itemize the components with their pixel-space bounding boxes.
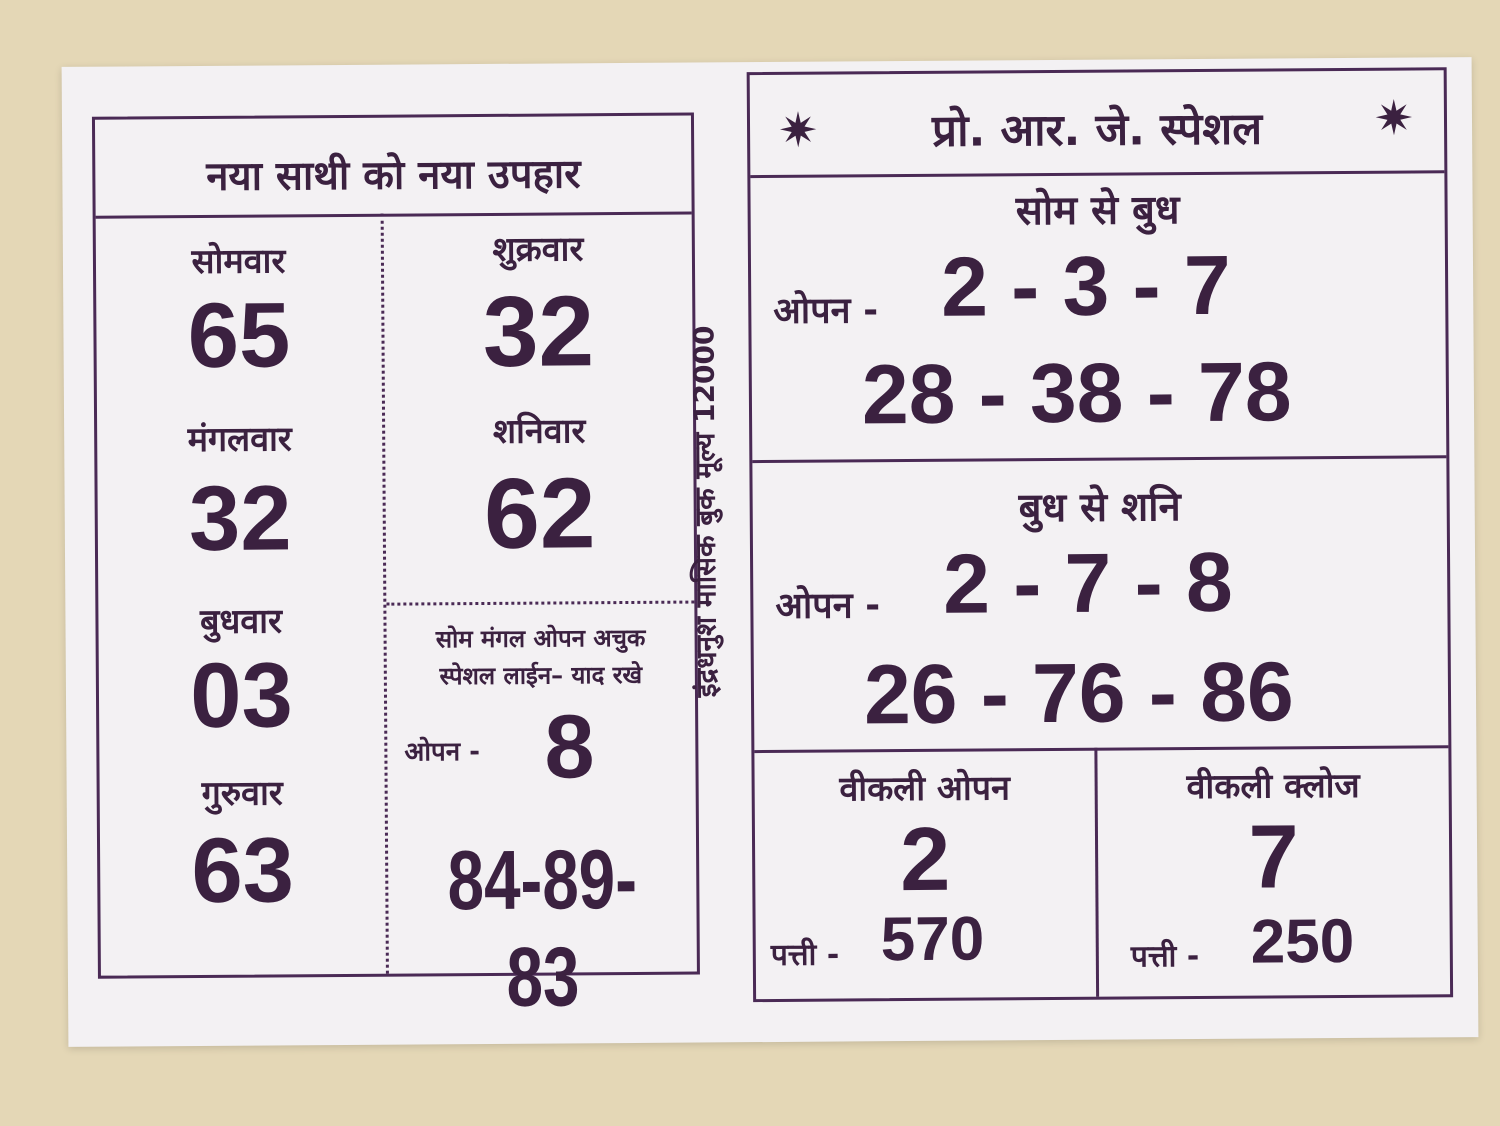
open-digits: 2 - 3 - 7 <box>940 237 1231 334</box>
patti-label: पत्ती - <box>770 937 840 974</box>
day-value: 03 <box>189 644 294 748</box>
weekly-close-patti: 250 <box>1250 906 1355 977</box>
weekly-open-patti: 570 <box>880 904 985 975</box>
special-line-2: स्पेशल लाईन– याद रखे <box>439 660 643 691</box>
open-value: 8 <box>544 697 595 798</box>
left-title: नया साथी को नया उपहार <box>206 151 581 200</box>
day-value: 65 <box>187 284 291 388</box>
special-line-1: सोम मंगल ओपन अचुक <box>435 623 646 654</box>
left-box: नया साथी को नया उपहार सोमवार 65 मंगलवार … <box>91 112 700 1024</box>
day-value: 62 <box>483 457 596 570</box>
section-heading: सोम से बुध <box>1015 187 1180 235</box>
day-label: बुधवार <box>199 601 283 642</box>
open-label: ओपन - <box>773 290 879 332</box>
weekly-open-heading: वीकली ओपन <box>839 768 1011 810</box>
day-label: शनिवार <box>492 411 586 452</box>
day-value: 32 <box>482 275 595 388</box>
patti-label: पत्ती - <box>1130 939 1200 975</box>
weekly-open-value: 2 <box>899 809 951 911</box>
day-label: शुक्रवार <box>492 229 584 270</box>
day-label: गुरुवार <box>201 773 283 814</box>
side-price-text: इंद्रधनुश मासिक बुक मूल्य 12000 <box>687 325 724 698</box>
panel-value: 84-89-83 <box>447 831 638 1024</box>
day-label: सोमवार <box>191 241 286 283</box>
open-label: ओपन - <box>404 737 481 768</box>
star-icon: ✷ <box>1373 90 1415 147</box>
special-divider <box>386 600 695 606</box>
jodi-values: 28 - 38 - 78 <box>861 344 1292 442</box>
day-value: 63 <box>191 819 295 923</box>
open-label: ओपन - <box>775 585 881 627</box>
right-title: प्रो. आर. जे. स्पेशल <box>931 103 1263 157</box>
jodi-values: 26 - 76 - 86 <box>863 644 1294 742</box>
day-value: 32 <box>188 467 292 571</box>
right-box: ✷ प्रो. आर. जे. स्पेशल ✷ सोम से बुध ओपन … <box>746 67 1454 1003</box>
weekly-close-value: 7 <box>1248 807 1300 908</box>
open-digits: 2 - 7 - 8 <box>942 534 1234 631</box>
day-label: मंगलवार <box>187 419 292 461</box>
paper-sheet: नया साथी को नया उपहार सोमवार 65 मंगलवार … <box>61 57 1479 1047</box>
weekly-close-heading: वीकली क्लोज <box>1186 765 1360 808</box>
section-heading: बुध से शनि <box>1018 484 1181 532</box>
